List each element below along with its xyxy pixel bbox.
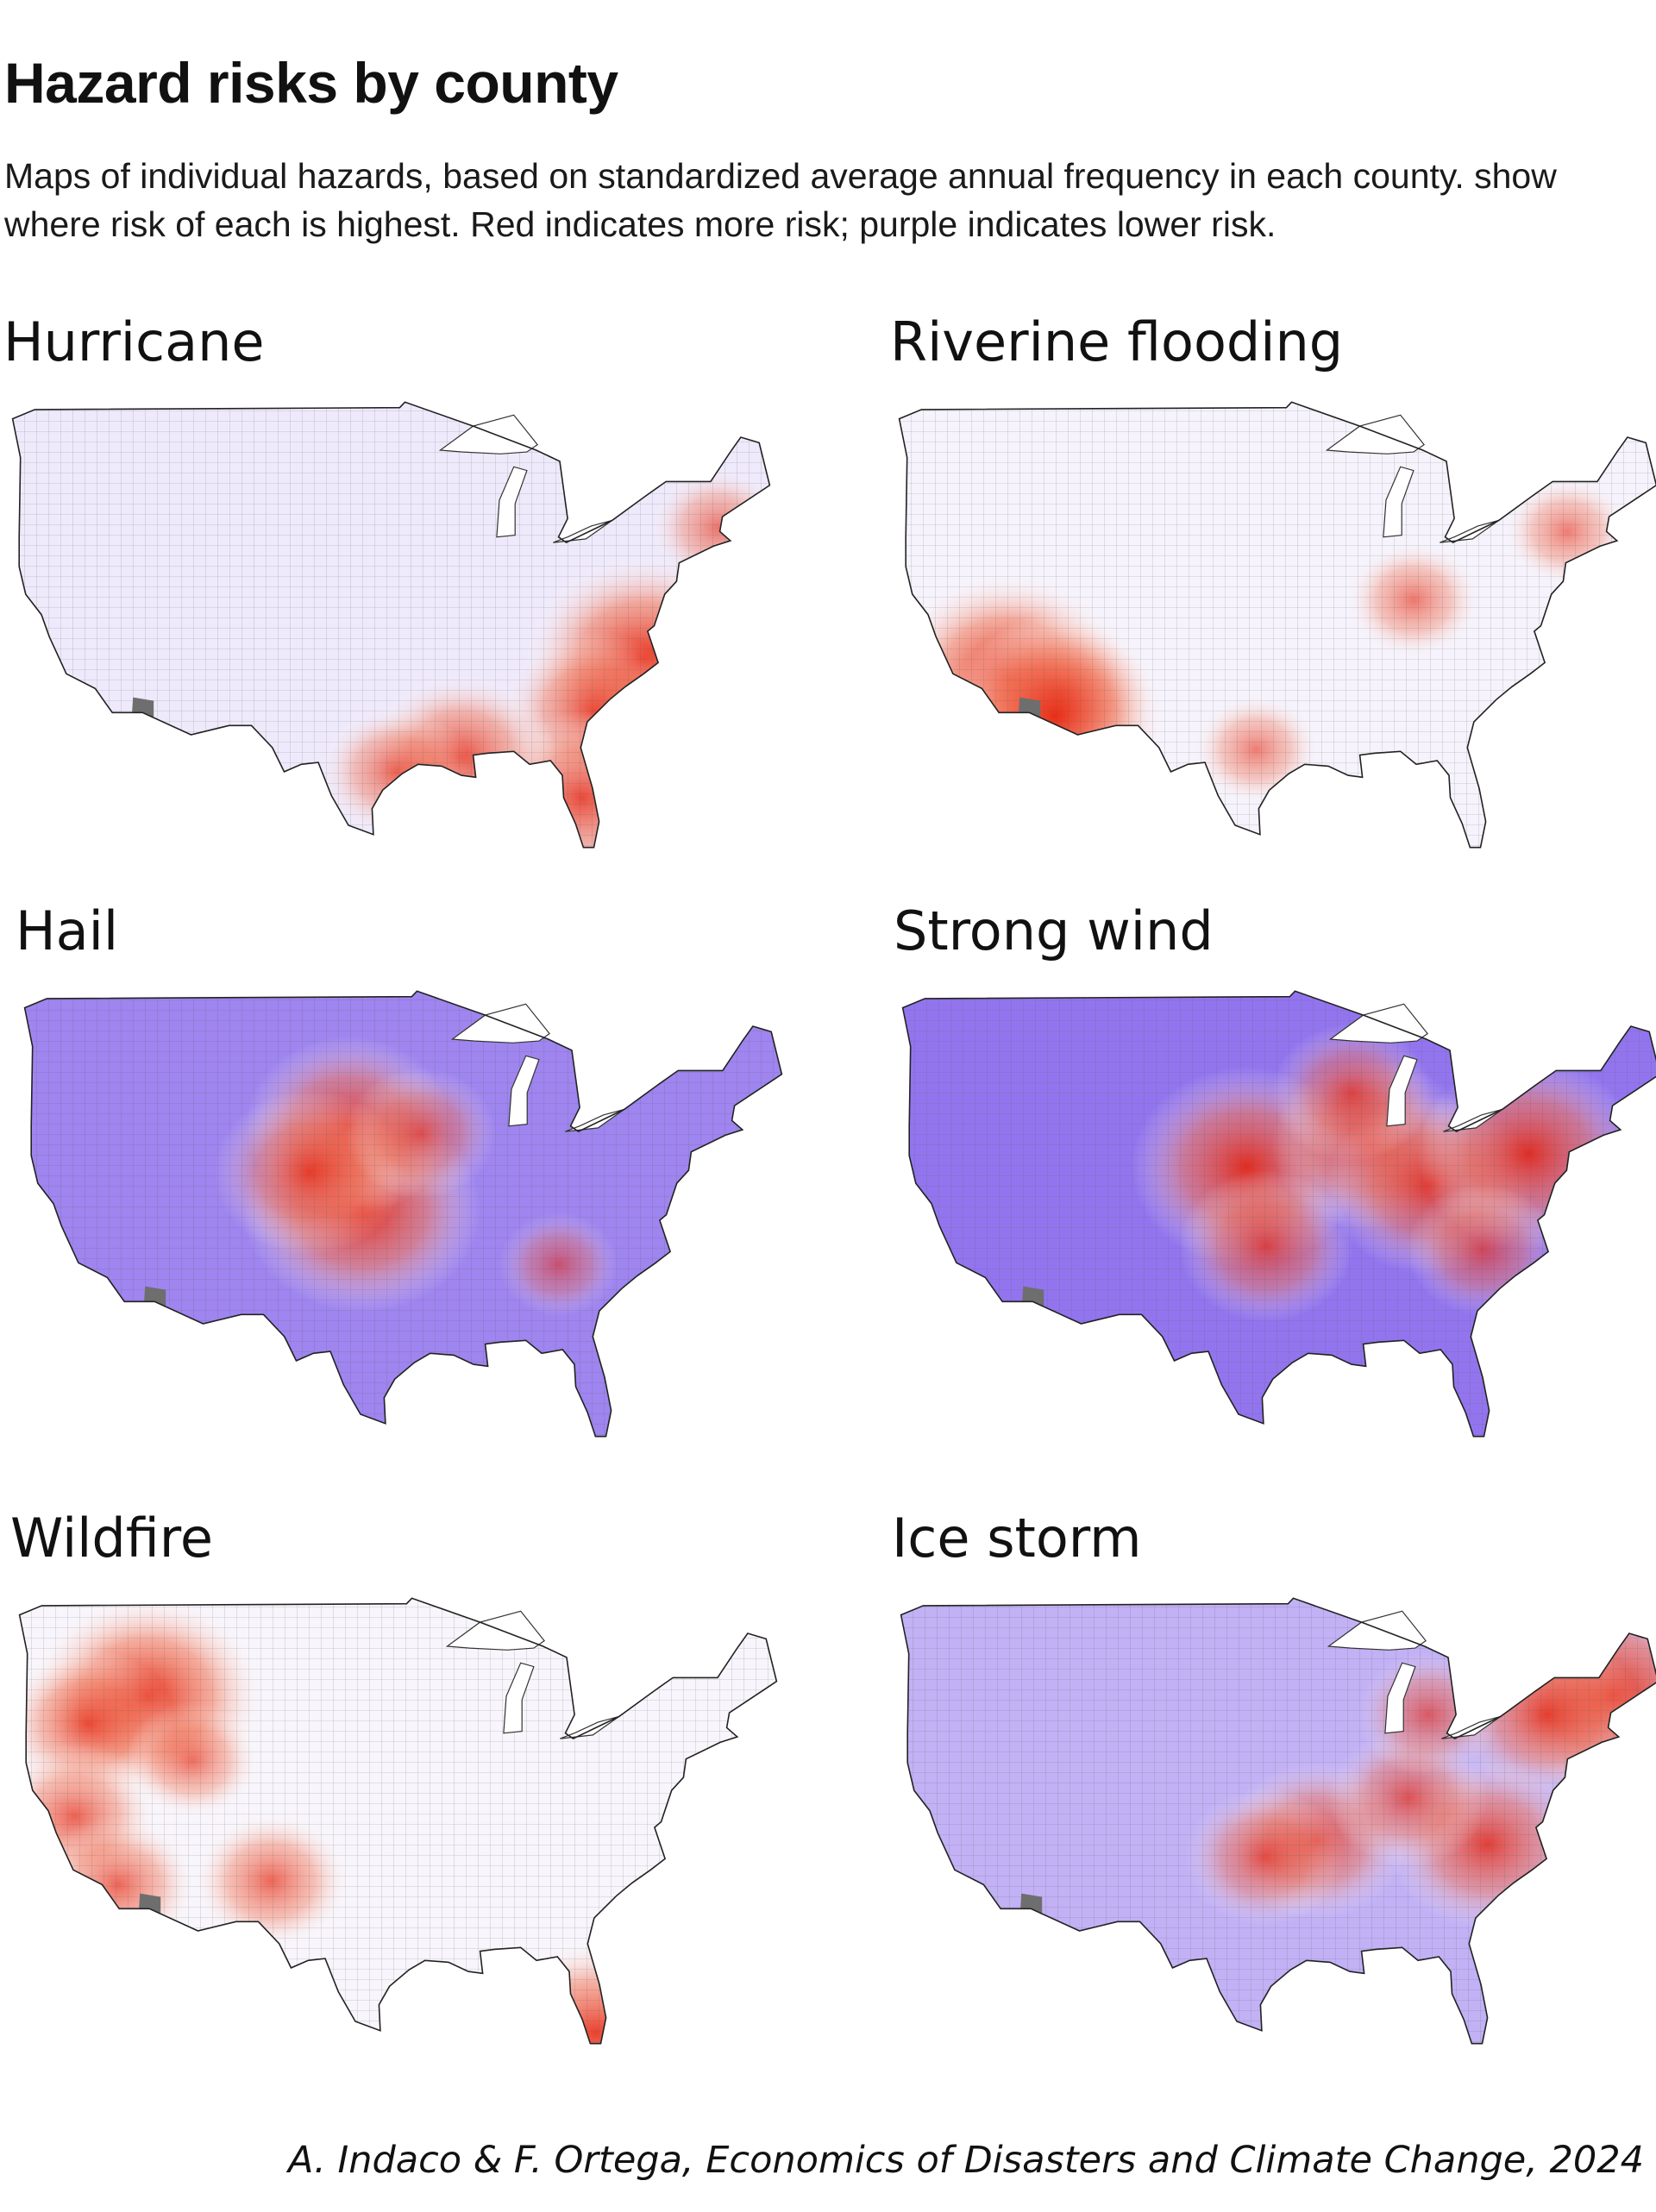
panel-label-strong-wind: Strong wind xyxy=(894,899,1214,962)
panel-label-ice-storm: Ice storm xyxy=(892,1507,1142,1570)
no-data-county xyxy=(1021,1286,1044,1319)
great-lake-2 xyxy=(503,1662,535,1734)
great-lake-3 xyxy=(1440,519,1500,543)
map-riverine-flooding xyxy=(887,390,1656,873)
great-lake-2 xyxy=(496,466,528,538)
us-outline xyxy=(18,1597,778,2045)
page-title: Hazard risks by county xyxy=(4,51,618,115)
great-lake-3 xyxy=(553,519,613,543)
map-panel-hail: Hail xyxy=(12,899,840,1503)
great-lake-3 xyxy=(1441,1715,1502,1739)
panel-label-hail: Hail xyxy=(16,899,119,962)
map-hurricane xyxy=(0,390,785,873)
us-outline xyxy=(11,401,771,849)
panel-label-hurricane: Hurricane xyxy=(3,310,265,373)
great-lake-2 xyxy=(1383,466,1414,538)
map-panel-strong-wind: Strong wind xyxy=(890,899,1656,1503)
us-outline xyxy=(23,990,783,1438)
great-lake-2 xyxy=(1384,1662,1416,1734)
no-data-county xyxy=(131,697,154,730)
map-panel-ice-storm: Ice storm xyxy=(888,1507,1656,2110)
no-data-county xyxy=(1018,697,1041,730)
map-panel-wildfire: Wildfire xyxy=(7,1507,835,2110)
no-data-county xyxy=(1019,1893,1043,1927)
source-credit: A. Indaco & F. Ortega, Economics of Disa… xyxy=(287,2139,1644,2182)
panel-label-riverine-flooding: Riverine flooding xyxy=(890,310,1344,373)
great-lake-3 xyxy=(565,1108,625,1132)
us-outline xyxy=(898,401,1656,849)
map-panel-hurricane: Hurricane xyxy=(0,310,828,914)
us-outline xyxy=(900,1597,1656,2045)
great-lake-2 xyxy=(1386,1055,1418,1127)
map-panel-riverine-flooding: Riverine flooding xyxy=(887,310,1656,914)
map-ice-storm xyxy=(888,1586,1656,2069)
map-hail xyxy=(12,979,797,1462)
no-data-county xyxy=(138,1893,161,1927)
us-outline xyxy=(901,990,1656,1438)
great-lake-3 xyxy=(1443,1108,1503,1132)
map-wildfire xyxy=(7,1586,792,2069)
great-lake-3 xyxy=(560,1715,620,1739)
great-lake-2 xyxy=(508,1055,540,1127)
no-data-county xyxy=(143,1286,166,1319)
panel-label-wildfire: Wildfire xyxy=(10,1507,214,1570)
map-strong-wind xyxy=(890,979,1656,1462)
page-subtitle: Maps of individual hazards, based on sta… xyxy=(4,156,1557,244)
